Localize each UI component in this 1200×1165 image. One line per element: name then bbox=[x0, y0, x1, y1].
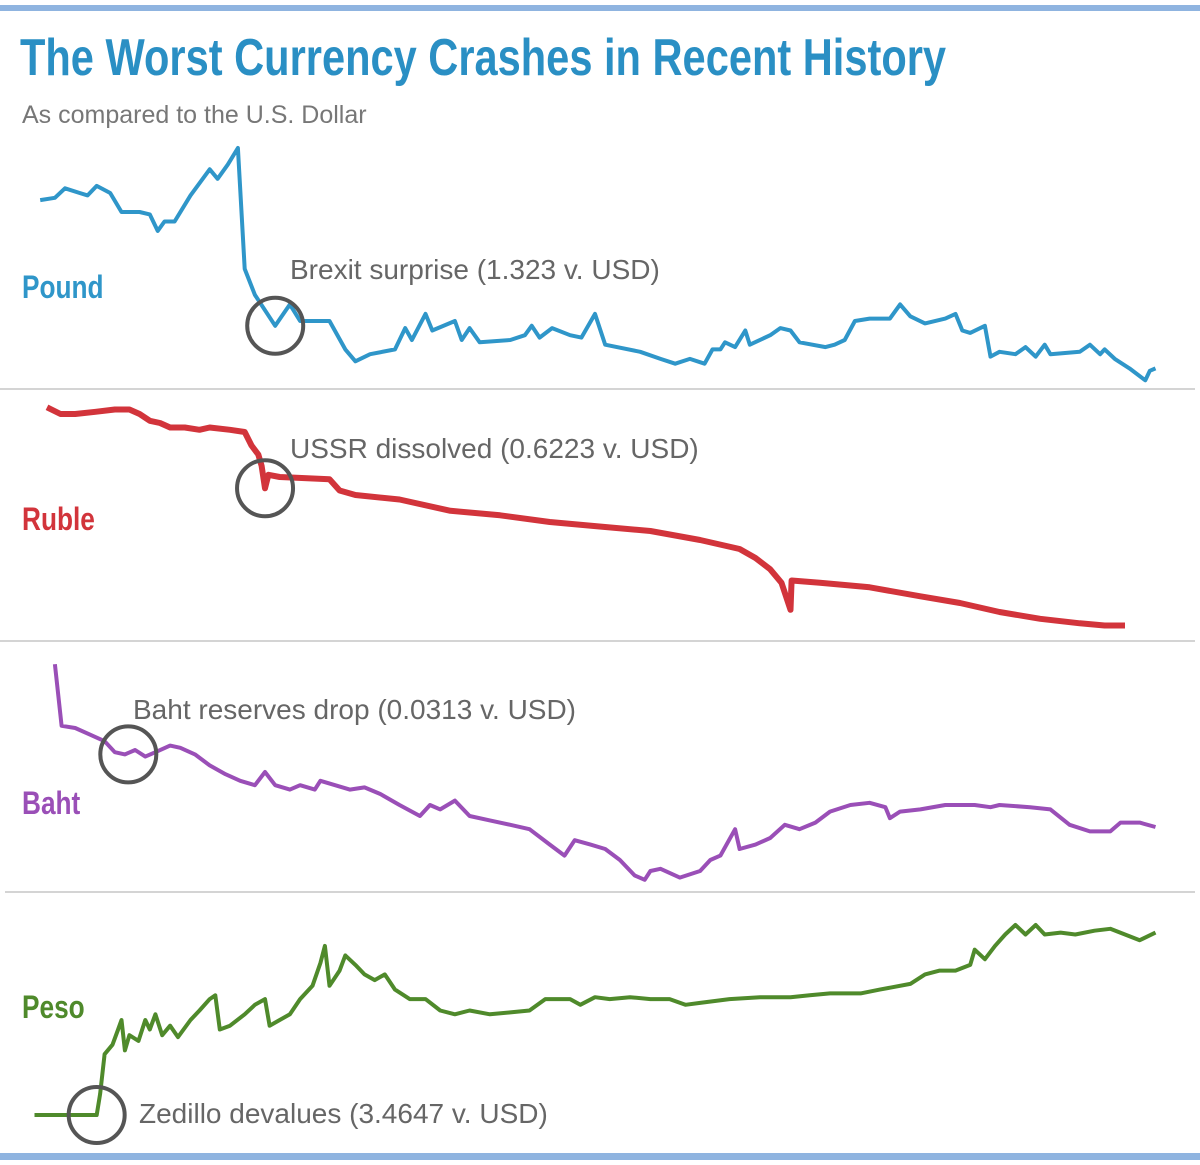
bottom-rule bbox=[0, 1153, 1200, 1160]
series-label-pound: Pound bbox=[22, 271, 104, 306]
series-line-peso bbox=[34, 923, 1157, 1117]
series-lines bbox=[34, 146, 1157, 1145]
top-rule bbox=[0, 5, 1200, 11]
chart-subtitle: As compared to the U.S. Dollar bbox=[22, 101, 367, 129]
series-line-ruble bbox=[45, 404, 1125, 629]
annotation-pound: Brexit surprise (1.323 v. USD) bbox=[290, 254, 660, 285]
series-line-pound bbox=[39, 146, 1157, 383]
annotation-baht: Baht reserves drop (0.0313 v. USD) bbox=[133, 694, 576, 725]
series-line-baht bbox=[52, 663, 1157, 882]
series-label-baht: Baht bbox=[22, 787, 81, 822]
series-label-ruble: Ruble bbox=[22, 503, 95, 538]
annotation-circle-ruble bbox=[235, 458, 296, 519]
series-label-peso: Peso bbox=[22, 991, 85, 1026]
annotation-peso: Zedillo devalues (3.4647 v. USD) bbox=[139, 1098, 548, 1129]
chart-title: The Worst Currency Crashes in Recent His… bbox=[20, 28, 946, 87]
annotation-circle-pound bbox=[245, 295, 306, 356]
annotation-circle-baht bbox=[98, 724, 159, 785]
annotation-circle-peso bbox=[66, 1085, 127, 1145]
annotation-ruble: USSR dissolved (0.6223 v. USD) bbox=[290, 433, 699, 464]
